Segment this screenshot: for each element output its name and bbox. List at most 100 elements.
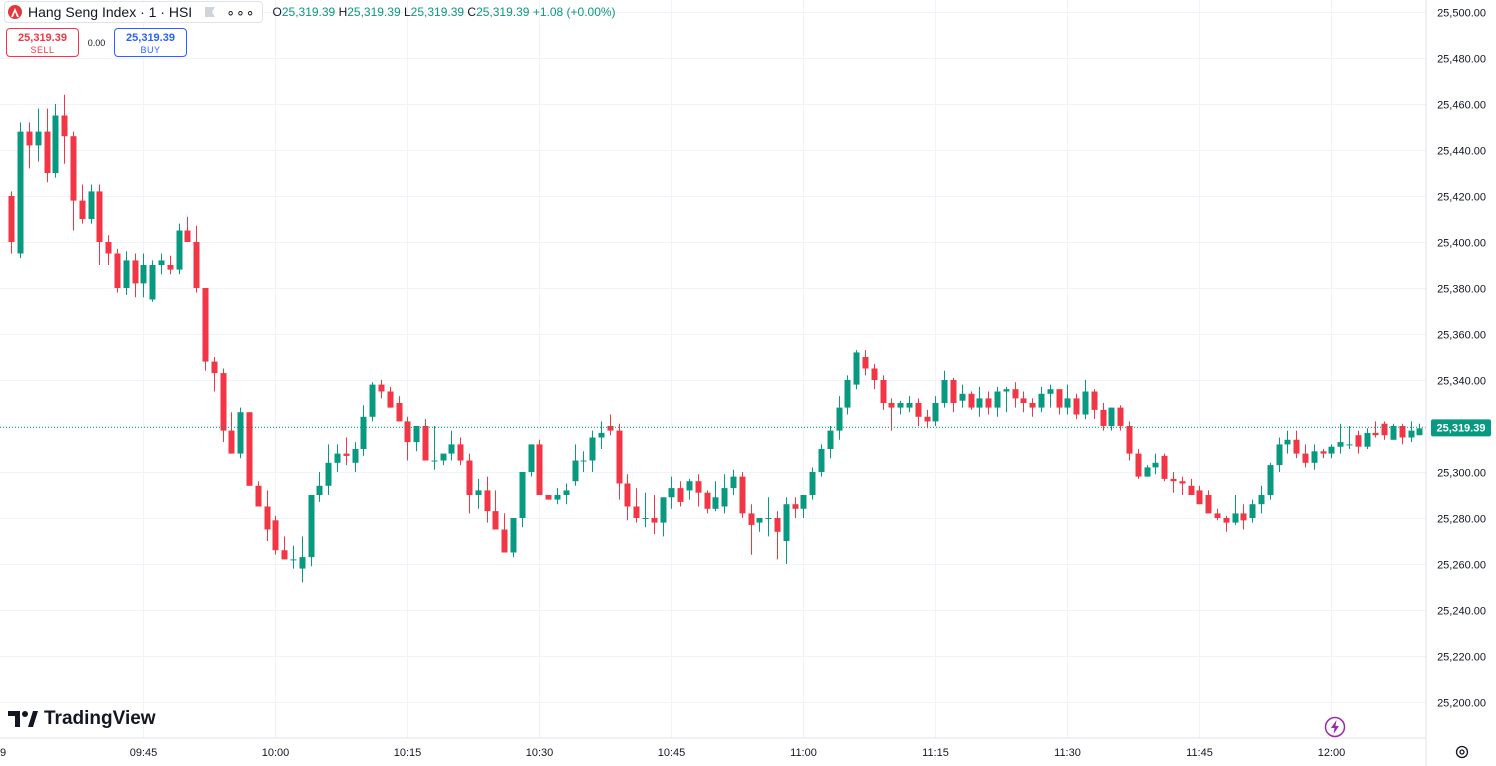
y-tick-label: 25,340.00 [1437, 376, 1486, 388]
candle-body [299, 557, 306, 569]
candle-body [457, 444, 464, 461]
candle-body [598, 432, 605, 438]
candle-body [528, 444, 535, 472]
candle-body [1293, 439, 1300, 454]
candle-body [1117, 407, 1124, 426]
lightning-icon[interactable] [1324, 716, 1346, 738]
last-price-text: 25,319.39 [1437, 422, 1486, 434]
candle-body [871, 368, 878, 380]
candle-body [211, 361, 218, 374]
x-tick-label: 10:00 [262, 747, 290, 759]
candle-body [1152, 462, 1159, 468]
candle-body [1337, 442, 1344, 447]
candle-body [554, 495, 561, 500]
candle-body [96, 191, 103, 242]
change-value: +1.08 (+0.00%) [532, 5, 616, 19]
candle-body [26, 131, 33, 146]
y-tick-label: 25,500.00 [1437, 8, 1486, 20]
candle-body [1355, 435, 1362, 447]
candle-body [677, 488, 684, 502]
chart-grid [0, 0, 1426, 738]
candle-body [360, 416, 367, 449]
candle-body [994, 391, 1001, 408]
candle-body [1408, 430, 1415, 438]
symbol-title-box[interactable]: Hang Seng Index · 1 · HSI ∘∘∘ [4, 1, 263, 23]
candle-body [105, 242, 112, 254]
candle-body [1346, 444, 1353, 446]
candle-body [369, 384, 376, 417]
candle-body [1135, 453, 1142, 477]
candle-body [783, 504, 790, 541]
candle-body [272, 520, 279, 551]
x-tick-label: 11:45 [1186, 747, 1213, 759]
candle-body [1223, 518, 1230, 523]
candle-body [413, 426, 420, 443]
candle-body [1170, 478, 1177, 482]
candle-body [1311, 451, 1318, 463]
last-price-label: 25,319.39 [1431, 419, 1491, 437]
candle-body [281, 550, 288, 560]
candle-body [237, 412, 244, 454]
last-price-badge [1431, 419, 1491, 437]
y-tick-label: 25,480.00 [1437, 54, 1486, 66]
candle-body [642, 518, 649, 519]
candle-body [52, 115, 59, 173]
candle-body [950, 380, 957, 403]
candle-body [1144, 467, 1151, 477]
y-tick-label: 25,280.00 [1437, 514, 1486, 526]
candle-body [343, 453, 350, 456]
candle-body [184, 230, 191, 242]
tradingview-logo[interactable]: TradingView [8, 708, 156, 730]
candle-body [1100, 409, 1107, 426]
candle-body [1064, 398, 1071, 408]
candle-body [70, 136, 77, 201]
candle-body [633, 506, 640, 518]
x-tick-label: 11:15 [922, 747, 949, 759]
time-axis[interactable]: 9 09:45 10:00 10:15 10:30 10:45 11:00 11:15 11:3… [0, 747, 1345, 759]
candle-body [140, 265, 147, 284]
candle-body [1276, 444, 1283, 466]
y-tick-label: 25,380.00 [1437, 284, 1486, 296]
candle-body [79, 200, 86, 219]
trade-panel: 25,319.39 SELL 0.00 25,319.39 BUY [6, 28, 187, 57]
candle-body [748, 513, 755, 525]
x-tick-label: 11:30 [1054, 747, 1081, 759]
candle-body [1196, 490, 1203, 505]
flag-icon[interactable] [204, 6, 216, 18]
candle-body [1038, 393, 1045, 408]
candle-body [193, 242, 200, 288]
settings-gear-icon[interactable] [1454, 744, 1470, 760]
candle-body [484, 490, 491, 512]
buy-button[interactable]: 25,319.39 BUY [114, 28, 187, 57]
candle-body [704, 492, 711, 509]
candle-body [572, 460, 579, 482]
price-axis[interactable]: 25,200.00 25,220.00 25,240.00 25,260.00 25,2… [1437, 8, 1486, 710]
candle-body [1416, 428, 1423, 436]
candle-body [1205, 495, 1212, 514]
more-options-icon[interactable]: ∘∘∘ [226, 4, 256, 20]
candle-body [616, 430, 623, 484]
candle-body [968, 393, 975, 408]
candle-body [17, 131, 24, 254]
candle-body [246, 412, 253, 486]
candle-body [440, 453, 447, 461]
y-tick-label: 25,360.00 [1437, 330, 1486, 342]
candle-body [35, 131, 42, 146]
tradingview-logo-icon [8, 711, 38, 727]
candle-body [1372, 432, 1379, 436]
x-tick-label: 9 [0, 747, 6, 759]
y-tick-label: 25,440.00 [1437, 146, 1486, 158]
sell-button[interactable]: 25,319.39 SELL [6, 28, 79, 57]
candle-body [167, 265, 174, 270]
candle-body [290, 559, 297, 561]
candle-body [334, 453, 341, 463]
y-tick-label: 25,400.00 [1437, 238, 1486, 250]
candle-body [308, 495, 315, 558]
candle-body [1267, 465, 1274, 495]
candle-body [730, 476, 737, 489]
candle-body [132, 260, 139, 284]
candle-body [176, 230, 183, 270]
x-tick-label: 11:00 [790, 747, 817, 759]
candle-body [1240, 513, 1247, 521]
